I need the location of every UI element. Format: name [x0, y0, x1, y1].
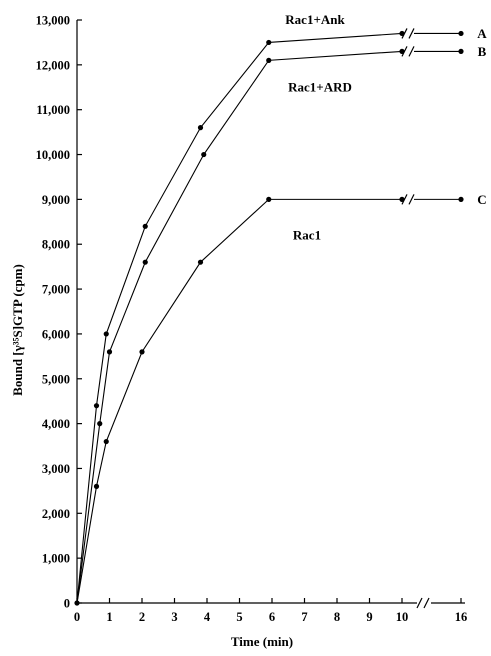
data-point	[266, 39, 272, 46]
axis-break-marks	[401, 28, 430, 609]
origin-point	[74, 600, 80, 606]
x-tick-label: 3	[171, 610, 177, 624]
series-letter-label: B	[478, 44, 487, 59]
x-axis-ticks: 0 1 2 3 4 5 6 7 8 9 10 16	[74, 598, 467, 624]
y-tick-label: 12,000	[36, 58, 70, 72]
x-tick-label: 7	[301, 610, 307, 624]
data-point	[142, 259, 148, 265]
x-axis-break-slash-2	[423, 597, 430, 609]
x-tick-label: 0	[74, 610, 80, 624]
series-line-2	[76, 50, 403, 604]
series-line-3	[76, 198, 402, 604]
data-point	[458, 196, 464, 202]
series-letter-label: C	[477, 192, 486, 207]
x-axis-title: Time (min)	[231, 634, 293, 649]
data-point	[97, 421, 103, 427]
data-point	[139, 349, 145, 355]
data-point	[93, 483, 100, 489]
series-name-label: Rac1+ARD	[288, 79, 352, 94]
x-tick-label: 4	[204, 610, 211, 624]
data-point	[458, 30, 464, 37]
y-tick-label: 9,000	[42, 193, 70, 207]
data-point	[266, 57, 272, 63]
axes	[76, 20, 465, 604]
x-tick-label: 2	[139, 610, 145, 624]
data-point	[103, 438, 109, 445]
data-point	[266, 196, 272, 202]
series-line-1	[76, 32, 403, 604]
data-point	[106, 349, 113, 355]
y-tick-label: 2,000	[42, 507, 70, 521]
series-1-break-slash-1	[401, 28, 408, 39]
y-tick-label: 13,000	[36, 14, 70, 28]
data-point	[93, 403, 100, 409]
x-tick-label: 5	[236, 610, 242, 624]
x-tick-label: 6	[269, 610, 275, 624]
y-tick-label: 5,000	[42, 372, 70, 386]
series-lines	[76, 32, 461, 604]
y-tick-label: 3,000	[42, 462, 70, 476]
series-name-label: Rac1+Ank	[285, 12, 345, 27]
y-tick-label: 0	[64, 597, 70, 611]
x-tick-label: 10	[396, 610, 409, 624]
x-tick-label: 1	[106, 610, 112, 624]
data-point	[201, 151, 207, 158]
y-tick-label: 10,000	[36, 148, 70, 162]
y-tick-label: 6,000	[42, 327, 70, 341]
y-tick-label: 1,000	[42, 552, 70, 566]
y-axis-ticks: 0 1,000 2,000 3,000 4,000 5,000 6,000 7,000 8,00…	[36, 14, 82, 611]
y-tick-label: 7,000	[42, 283, 70, 297]
series-2-break-slash-1	[401, 46, 408, 57]
x-axis-break-slash-1	[416, 597, 423, 609]
series-points	[74, 30, 464, 606]
series-labels: Rac1+Ank A Rac1+ARD B Rac1 C	[285, 12, 487, 242]
x-tick-label: 8	[334, 610, 340, 624]
data-point	[103, 331, 109, 337]
y-tick-label: 4,000	[42, 417, 70, 431]
data-point	[197, 125, 204, 131]
data-point	[142, 223, 148, 229]
y-axis-title: Bound [γ³⁵S]GTP (cpm)	[10, 264, 25, 396]
series-3-break-slash-2	[408, 194, 415, 205]
series-letter-label: A	[477, 26, 487, 41]
series-2-break-slash-2	[408, 46, 415, 57]
series-1-break-slash-2	[408, 28, 415, 39]
x-tick-label: 9	[366, 610, 372, 624]
x-tick-label: 16	[455, 610, 468, 624]
series-name-label: Rac1	[293, 227, 321, 242]
y-tick-label: 8,000	[42, 238, 70, 252]
data-point	[458, 48, 464, 54]
data-point	[197, 259, 204, 265]
series-3-break-slash-1	[401, 194, 408, 205]
y-tick-label: 11,000	[36, 103, 70, 117]
